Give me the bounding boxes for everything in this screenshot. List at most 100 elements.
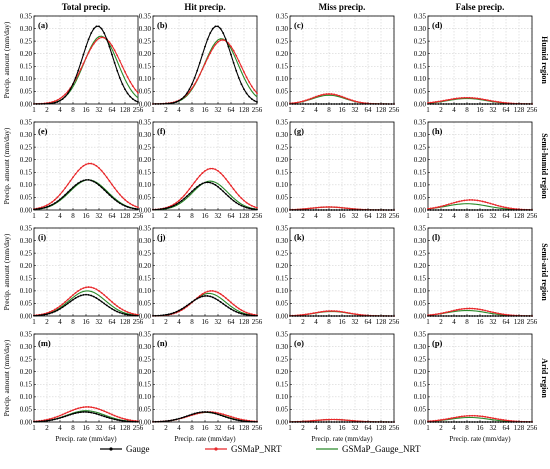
y-tick-label: 0.30: [139, 131, 152, 139]
data-point: [518, 315, 520, 317]
column-title: Total precip.: [62, 2, 111, 12]
data-point: [69, 410, 72, 413]
data-point: [507, 419, 510, 422]
data-point: [79, 167, 82, 169]
data-point: [445, 421, 448, 423]
data-point: [48, 311, 51, 313]
data-point: [479, 199, 481, 202]
panel-label: (b): [157, 20, 168, 30]
y-tick-label: 0.25: [276, 249, 289, 257]
x-tick-label: 8: [327, 424, 331, 432]
y-tick-label: 0.25: [276, 355, 289, 363]
data-point: [131, 207, 134, 210]
data-point: [479, 209, 481, 211]
x-tick-label: 64: [228, 318, 236, 326]
x-tick-label: 8: [465, 106, 469, 114]
x-tick-label: 16: [477, 212, 485, 220]
data-point: [66, 92, 69, 95]
data-point: [211, 47, 214, 50]
panel-label: (c): [294, 20, 304, 30]
data-point: [325, 315, 328, 317]
x-axis-label: Precip. rate (mm/day): [55, 435, 117, 443]
y-tick-label: 0.35: [139, 118, 152, 126]
data-point: [56, 309, 59, 312]
data-point: [486, 99, 489, 102]
data-point: [343, 209, 346, 211]
y-tick-label: 0.10: [20, 181, 33, 189]
data-point: [497, 312, 500, 315]
data-point: [515, 209, 518, 211]
data-point: [325, 421, 328, 423]
data-point: [458, 421, 461, 423]
data-point: [335, 209, 338, 211]
data-point: [193, 76, 196, 79]
data-point: [53, 308, 56, 311]
data-point: [453, 416, 455, 419]
data-point: [152, 103, 154, 105]
data-point: [235, 419, 238, 421]
data-point: [77, 407, 80, 410]
data-point: [333, 103, 336, 105]
data-point: [64, 412, 67, 415]
data-point: [437, 315, 440, 317]
column-title: Miss precip.: [319, 2, 366, 12]
data-point: [79, 294, 82, 297]
x-tick-label: 16: [202, 424, 210, 432]
data-point: [126, 76, 129, 78]
data-point: [82, 287, 85, 289]
data-point: [111, 413, 113, 416]
x-tick-label: 1: [151, 424, 155, 432]
data-point: [124, 420, 126, 423]
data-point: [328, 315, 330, 317]
y-tick-label: 0.20: [414, 262, 427, 270]
data-point: [170, 312, 173, 315]
data-point: [348, 207, 351, 210]
data-point: [479, 415, 481, 418]
data-point: [51, 310, 54, 312]
x-tick-label: 128: [239, 318, 250, 326]
data-point: [46, 206, 48, 208]
data-point: [330, 103, 333, 105]
data-point: [113, 49, 116, 52]
x-tick-label: 128: [239, 212, 250, 220]
data-point: [170, 205, 173, 208]
data-point: [85, 57, 87, 59]
data-point: [227, 42, 230, 45]
data-point: [343, 103, 346, 105]
data-point: [372, 315, 375, 317]
data-point: [333, 418, 336, 421]
data-point: [302, 100, 304, 103]
data-point: [77, 69, 80, 72]
y-tick-label: 0.20: [139, 50, 152, 58]
data-point: [137, 206, 139, 209]
data-point: [227, 195, 230, 198]
data-point: [307, 103, 310, 105]
data-point: [351, 312, 354, 315]
data-point: [129, 312, 132, 314]
data-point: [100, 409, 103, 411]
data-point: [432, 315, 435, 317]
data-point: [256, 314, 258, 317]
y-tick-label: 0.30: [414, 237, 427, 245]
data-point: [248, 207, 251, 210]
data-point: [113, 414, 116, 417]
data-point: [188, 90, 191, 93]
data-point: [317, 103, 320, 105]
data-point: [43, 313, 46, 316]
y-tick-label: 0.10: [139, 181, 152, 189]
y-tick-label: 0.20: [276, 156, 289, 164]
data-point: [59, 99, 61, 102]
data-point: [167, 206, 170, 209]
data-point: [232, 309, 235, 312]
data-point: [191, 190, 193, 193]
data-point: [237, 194, 240, 197]
y-tick-label: 0.00: [20, 206, 33, 214]
data-point: [175, 101, 178, 103]
data-point: [250, 420, 253, 423]
data-point: [479, 315, 481, 317]
data-point: [442, 311, 445, 314]
data-point: [38, 314, 41, 317]
data-point: [445, 311, 448, 314]
data-point: [427, 421, 429, 423]
data-point: [131, 314, 134, 317]
